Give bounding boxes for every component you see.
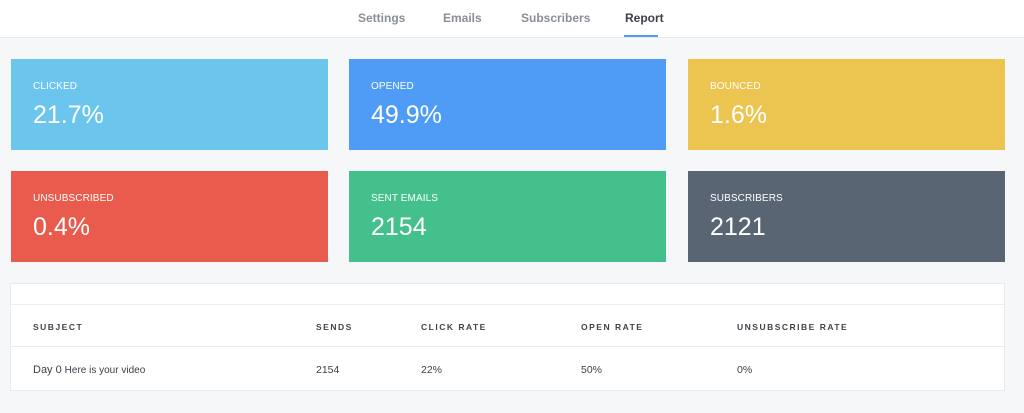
unsubscribed-card: UNSUBSCRIBED 0.4% (11, 171, 328, 262)
tab-settings[interactable]: Settings (358, 11, 406, 25)
sent-emails-card: SENT EMAILS 2154 (349, 171, 666, 262)
card-label: OPENED (371, 81, 414, 92)
table-divider (11, 304, 1004, 305)
row-divider (11, 346, 1004, 347)
tab-emails[interactable]: Emails (443, 11, 482, 25)
header-subject: SUBJECT (33, 322, 84, 332)
subject-day: Day 0 (33, 364, 62, 376)
header-unsubscribe-rate: UNSUBSCRIBE RATE (737, 322, 849, 332)
cell-unsubscribe-rate: 0% (737, 364, 753, 376)
opened-card: OPENED 49.9% (349, 59, 666, 150)
subject-text: Here is your video (64, 365, 146, 376)
card-label: CLICKED (33, 81, 78, 92)
tab-report[interactable]: Report (625, 11, 664, 25)
subscribers-card: SUBSCRIBERS 2121 (688, 171, 1005, 262)
tab-subscribers[interactable]: Subscribers (521, 11, 591, 25)
clicked-card: CLICKED 21.7% (11, 59, 328, 150)
cell-sends: 2154 (316, 364, 340, 376)
header-open-rate: OPEN RATE (581, 322, 644, 332)
card-label: SUBSCRIBERS (710, 193, 783, 204)
card-label: BOUNCED (710, 81, 761, 92)
card-value: 1.6% (710, 101, 767, 129)
card-value: 2154 (371, 213, 427, 241)
card-label: SENT EMAILS (371, 193, 439, 204)
card-value: 2121 (710, 213, 766, 241)
card-value: 49.9% (371, 101, 442, 129)
header-sends: SENDS (316, 322, 353, 332)
card-value: 0.4% (33, 213, 90, 241)
bounced-card: BOUNCED 1.6% (688, 59, 1005, 150)
report-table: SUBJECT SENDS CLICK RATE OPEN RATE UNSUB… (10, 283, 1005, 391)
active-tab-indicator (624, 35, 658, 37)
cell-open-rate: 50% (581, 364, 603, 376)
card-label: UNSUBSCRIBED (33, 193, 114, 204)
top-navigation: Settings Emails Subscribers Report (0, 0, 1024, 38)
cell-click-rate: 22% (421, 364, 443, 376)
header-click-rate: CLICK RATE (421, 322, 487, 332)
card-value: 21.7% (33, 101, 104, 129)
cell-subject[interactable]: Day 0 Here is your video (33, 364, 145, 376)
